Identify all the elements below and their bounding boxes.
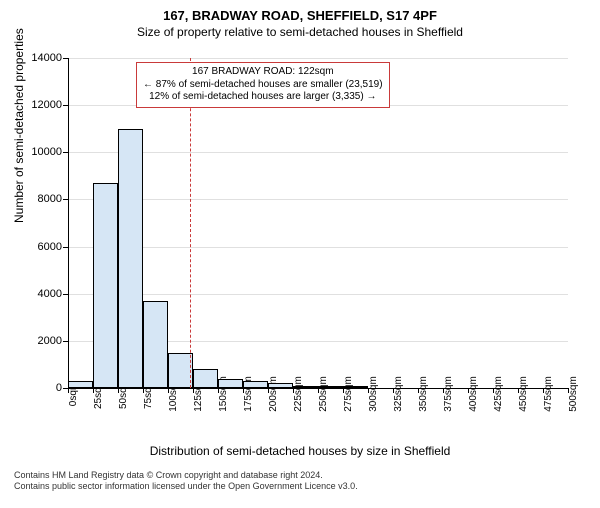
- property-marker-line: [190, 58, 191, 388]
- x-tick-label: 350sqm: [418, 376, 429, 412]
- x-tick-label: 300sqm: [368, 376, 379, 412]
- gridline: [68, 199, 568, 200]
- y-tick-label: 6000: [12, 241, 62, 253]
- y-axis-line: [68, 58, 69, 388]
- x-tick-label: 400sqm: [468, 376, 479, 412]
- x-tick-label: 450sqm: [518, 376, 529, 412]
- footer-line-2: Contains public sector information licen…: [14, 481, 358, 492]
- histogram-bar: [143, 301, 168, 388]
- gridline: [68, 294, 568, 295]
- y-tick-label: 10000: [12, 146, 62, 158]
- histogram-bar: [193, 369, 218, 388]
- x-tick-label: 500sqm: [568, 376, 579, 412]
- x-tick-label: 200sqm: [268, 376, 279, 412]
- chart-subtitle: Size of property relative to semi-detach…: [0, 25, 600, 39]
- histogram-bar: [93, 183, 118, 388]
- y-tick-label: 4000: [12, 288, 62, 300]
- x-tick-label: 250sqm: [318, 376, 329, 412]
- histogram-bar: [68, 381, 93, 388]
- x-tick-label: 475sqm: [543, 376, 554, 412]
- x-tick-label: 325sqm: [393, 376, 404, 412]
- x-axis-line: [68, 388, 568, 389]
- y-tick-label: 0: [12, 382, 62, 394]
- annotation-line: 167 BRADWAY ROAD: 122sqm: [143, 66, 383, 79]
- x-tick-label: 275sqm: [343, 376, 354, 412]
- histogram-bar: [118, 129, 143, 388]
- x-axis-label: Distribution of semi-detached houses by …: [0, 444, 600, 458]
- y-tick-label: 2000: [12, 335, 62, 347]
- annotation-line: 12% of semi-detached houses are larger (…: [143, 91, 383, 104]
- gridline: [68, 247, 568, 248]
- histogram-bar: [243, 381, 268, 388]
- gridline: [68, 152, 568, 153]
- x-tick-label: 225sqm: [293, 376, 304, 412]
- chart-plot-area: 020004000600080001000012000140000sqm25sq…: [68, 58, 568, 388]
- annotation-line: ← 87% of semi-detached houses are smalle…: [143, 79, 383, 92]
- chart-title: 167, BRADWAY ROAD, SHEFFIELD, S17 4PF: [0, 8, 600, 23]
- annotation-box: 167 BRADWAY ROAD: 122sqm← 87% of semi-de…: [136, 62, 390, 108]
- y-tick-label: 14000: [12, 52, 62, 64]
- footer-line-1: Contains HM Land Registry data © Crown c…: [14, 470, 358, 481]
- gridline: [68, 58, 568, 59]
- y-tick-label: 8000: [12, 193, 62, 205]
- histogram-bar: [218, 379, 243, 388]
- x-tick-label: 375sqm: [443, 376, 454, 412]
- x-tick-label: 425sqm: [493, 376, 504, 412]
- footer-attribution: Contains HM Land Registry data © Crown c…: [14, 470, 358, 493]
- y-tick-label: 12000: [12, 99, 62, 111]
